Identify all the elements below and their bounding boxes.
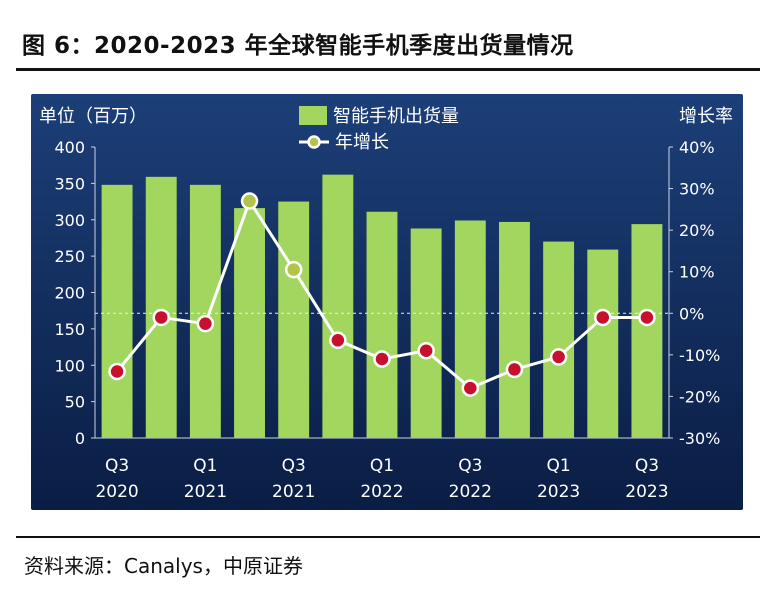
x-tick-label: Q1	[547, 456, 571, 476]
bar	[454, 220, 486, 438]
growth-point	[638, 308, 656, 327]
growth-point	[108, 362, 126, 381]
bar	[322, 174, 354, 438]
growth-point	[549, 348, 568, 366]
left-tick-label: 400	[54, 138, 85, 157]
bar	[587, 249, 619, 438]
bar	[101, 184, 133, 438]
source-rule	[16, 536, 760, 538]
x-tick-label: 2020	[95, 482, 138, 502]
source-note: 资料来源：Canalys，中原证券	[24, 554, 303, 578]
figure-title: 图 6：2020-2023 年全球智能手机季度出货量情况	[22, 33, 574, 59]
bar	[543, 241, 575, 438]
right-tick-label: -20%	[679, 387, 720, 406]
growth-point	[284, 260, 303, 279]
right-axis-title: 增长率	[679, 106, 733, 127]
bar	[234, 208, 265, 438]
growth-point	[240, 192, 259, 210]
x-tick-label: 2023	[625, 482, 668, 502]
x-tick-label: Q3	[282, 456, 306, 476]
x-tick-label: Q3	[105, 456, 129, 476]
left-axis-title: 单位（百万）	[39, 106, 147, 127]
x-tick-label: Q3	[458, 456, 482, 476]
x-tick-label: 2023	[537, 482, 580, 502]
x-tick-label: 2021	[272, 482, 315, 502]
bar	[145, 176, 177, 438]
growth-point	[329, 331, 347, 350]
growth-point	[152, 308, 170, 327]
x-tick-label: Q3	[635, 456, 659, 476]
growth-point	[594, 308, 612, 327]
left-tick-label: 50	[65, 393, 85, 412]
x-tick-label: 2021	[184, 482, 227, 502]
x-tick-label: 2022	[360, 482, 403, 502]
left-tick-label: 350	[54, 174, 85, 193]
legend-bar-label: 智能手机出货量	[333, 106, 459, 127]
legend-line-label: 年增长	[335, 132, 389, 153]
left-tick-label: 0	[75, 429, 85, 448]
bar	[631, 224, 663, 438]
growth-point	[505, 360, 524, 379]
growth-point	[461, 379, 480, 397]
right-tick-label: 30%	[679, 180, 715, 199]
shipment-chart: 0 50 100 150 200 250 300 350 400 -30% -20% -10% 0% 10…	[31, 94, 743, 510]
bar	[410, 228, 442, 438]
x-tick-label: Q1	[193, 456, 217, 476]
bar	[499, 221, 530, 438]
title-rule	[16, 68, 760, 71]
right-tick-label: 40%	[679, 138, 715, 157]
legend-bar-swatch	[299, 106, 327, 125]
bar	[366, 211, 398, 438]
chart-panel: 0 50 100 150 200 250 300 350 400 -30% -20% -10% 0% 10…	[31, 94, 743, 510]
right-tick-label: 20%	[679, 221, 715, 240]
left-tick-label: 300	[54, 211, 85, 230]
bar	[278, 201, 310, 438]
growth-point	[417, 341, 435, 360]
right-tick-label: -10%	[679, 346, 720, 365]
growth-point	[373, 350, 391, 368]
right-tick-label: 0%	[679, 304, 704, 323]
legend-line-marker	[307, 135, 321, 149]
x-tick-label: 2022	[449, 482, 492, 502]
bar	[189, 184, 221, 438]
left-tick-label: 150	[54, 320, 85, 339]
right-tick-label: -30%	[679, 429, 720, 448]
x-tick-label: Q1	[370, 456, 394, 476]
left-tick-label: 200	[54, 284, 85, 303]
right-tick-label: 10%	[679, 263, 715, 282]
left-tick-label: 100	[54, 356, 85, 375]
left-tick-label: 250	[54, 247, 85, 266]
growth-point	[196, 314, 215, 333]
